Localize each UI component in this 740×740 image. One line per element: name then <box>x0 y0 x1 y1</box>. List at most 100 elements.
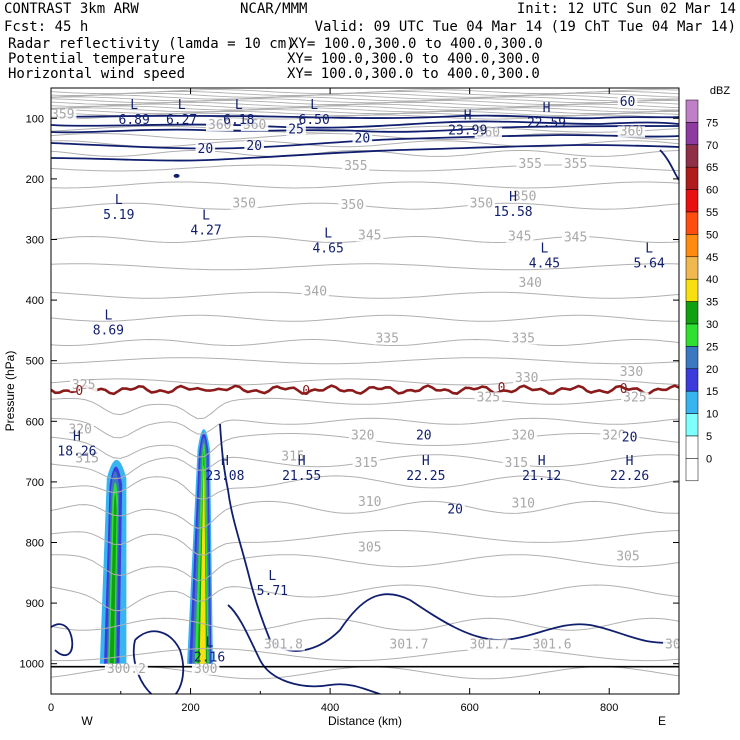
theta-contour <box>51 357 679 365</box>
extremum-value: 2.16 <box>194 651 225 666</box>
extremum-value: 15.58 <box>493 205 532 220</box>
wind-contour-dot <box>173 173 180 178</box>
wind-label-bg <box>445 504 465 516</box>
theta-contour <box>51 107 679 113</box>
zero-line-label: 0 <box>620 382 628 397</box>
theta-label-bg <box>561 232 590 244</box>
reflectivity-30dbz <box>109 493 117 664</box>
wind-label-bg <box>244 140 264 152</box>
zero-line-label: 0 <box>302 384 310 399</box>
theta-label: 360 <box>208 118 231 133</box>
colorbar-level-label: 5 <box>706 431 712 443</box>
x-axis-label: Distance (km) <box>328 714 402 728</box>
theta-label: 345 <box>564 230 587 245</box>
theta-contour <box>51 530 679 556</box>
theta-label-bg <box>206 120 234 132</box>
theta-label-bg <box>352 457 380 469</box>
theta-label: 305 <box>358 541 381 556</box>
header: CONTRAST 3km ARW Fcst: 45 h NCAR/MMM Ini… <box>4 1 736 82</box>
extremum-kind: H <box>509 190 517 205</box>
theta-contour <box>51 98 679 104</box>
extremum-value: 8.69 <box>93 323 124 338</box>
extremum-kind: L <box>115 193 123 208</box>
wind-label: 20 <box>416 428 432 443</box>
theta-label-bg <box>51 109 77 121</box>
east-endpoint: E <box>658 714 666 728</box>
x-tick-label: 0 <box>48 702 54 714</box>
extremum-kind: H <box>298 454 306 469</box>
theta-contour <box>51 103 679 109</box>
theta-label-bg <box>230 198 258 210</box>
theta-contour <box>51 584 679 612</box>
theta-label: 350 <box>341 198 364 213</box>
colorbar-swatch <box>685 144 699 168</box>
theta-label: 360 <box>243 118 266 133</box>
colorbar-level-label: 60 <box>706 185 718 197</box>
theta-label-bg <box>663 639 679 651</box>
theta-label: 350 <box>232 196 255 211</box>
extremum-value: 6.50 <box>299 113 330 128</box>
theta-label: 305 <box>616 550 639 565</box>
theta-label-bg <box>373 333 401 345</box>
wind-contour <box>51 120 679 129</box>
theta-label: 355 <box>344 159 367 174</box>
y-tick-label: 300 <box>26 235 44 247</box>
wind-contour <box>51 144 679 162</box>
field-xy-wind: XY= 100.0,300.0 to 400.0,300.0 <box>287 66 540 82</box>
theta-label: 330 <box>515 371 538 386</box>
colorbar-level-label: 10 <box>706 409 718 421</box>
theta-label: 350 <box>470 196 493 211</box>
wind-label-bg <box>413 430 434 442</box>
wind-label: 20 <box>355 132 371 147</box>
x-tick-label: 800 <box>600 702 618 714</box>
wind-contour <box>720 680 740 726</box>
theta-label-bg <box>356 497 384 509</box>
extremum-kind: L <box>310 98 318 113</box>
extremum-kind: H <box>464 108 472 123</box>
colorbar-level-label: 25 <box>706 341 718 353</box>
colorbar-swatch <box>685 458 699 482</box>
extremum-kind: L <box>324 227 332 242</box>
theta-label-bg <box>192 663 220 675</box>
colorbar-level-label: 75 <box>706 117 718 129</box>
theta-label: 301.7 <box>389 638 428 653</box>
theta-contour <box>51 648 679 662</box>
extremum-kind: H <box>543 101 551 116</box>
y-tick-label: 400 <box>26 295 44 307</box>
wind-contour <box>51 114 679 120</box>
theta-label: 301.8 <box>264 638 303 653</box>
theta-label: 300.2 <box>107 662 146 677</box>
theta-contour <box>51 417 679 439</box>
theta-label-bg <box>474 127 503 139</box>
colorbar-level-label: 50 <box>706 229 718 241</box>
extremum-kind: H <box>221 454 229 469</box>
theta-label-bg <box>261 639 305 651</box>
extremum-kind: L <box>130 98 138 113</box>
theta-label-bg <box>516 277 544 289</box>
extremum-value: 22.26 <box>610 469 649 484</box>
theta-contour <box>51 338 679 347</box>
theta-contour <box>51 314 679 322</box>
plot-frame <box>50 87 680 695</box>
theta-label-bg <box>617 126 646 138</box>
theta-label-bg <box>342 160 370 172</box>
theta-label: 301.7 <box>470 638 509 653</box>
theta-label-bg <box>502 457 530 469</box>
theta-contours <box>51 89 679 680</box>
theta-label-bg <box>467 639 511 651</box>
theta-label-bg <box>338 200 366 212</box>
reflectivity-35dbz <box>199 465 206 664</box>
theta-label-bg <box>240 120 269 132</box>
theta-label: 350 <box>513 190 536 205</box>
wind-contour <box>51 623 74 657</box>
extremum-value: 6.89 <box>119 113 150 128</box>
theta-contour <box>51 617 679 631</box>
zero-line <box>51 384 679 668</box>
colorbar-level-label: 65 <box>706 162 718 174</box>
y-tick-label: 700 <box>26 477 44 489</box>
colorbar-title: dBZ <box>710 85 730 97</box>
y-tick-label: 200 <box>26 174 44 186</box>
colorbar-level-label: 40 <box>706 274 718 286</box>
y-tick-label: 800 <box>26 538 44 550</box>
theta-label: 355 <box>564 157 587 172</box>
